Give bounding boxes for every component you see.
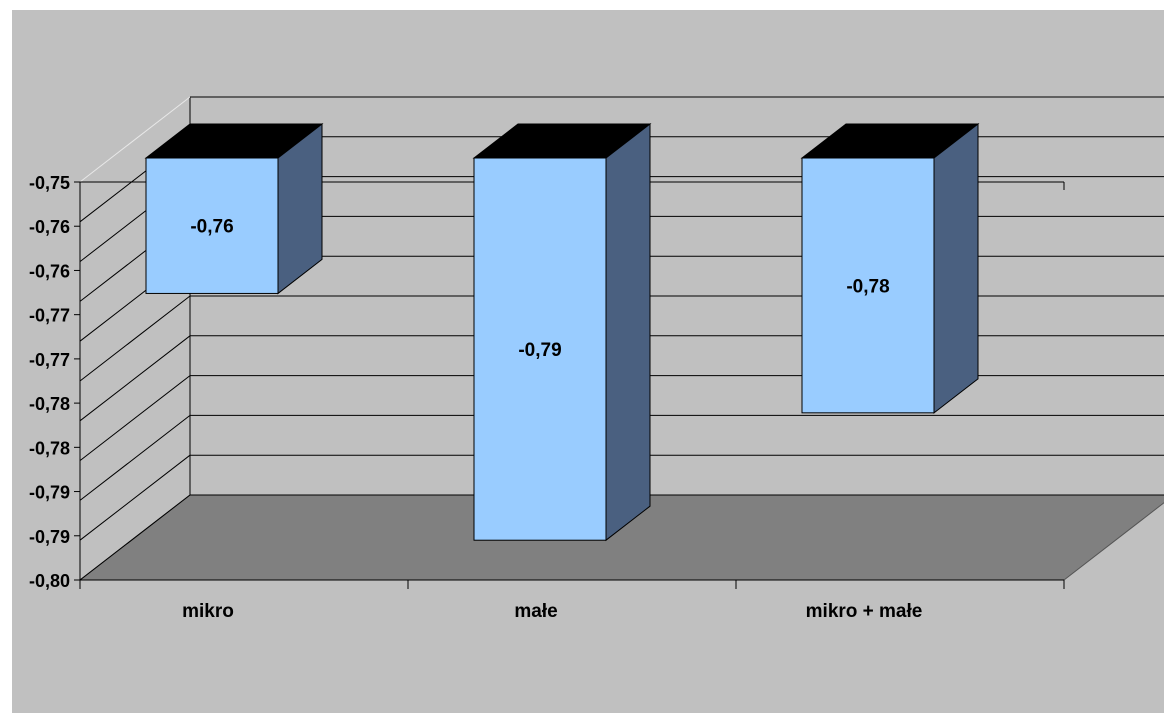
side-wall-gridline [79, 96, 191, 183]
y-tick-label: -0,78 [29, 438, 70, 458]
bar [473, 157, 607, 541]
side-wall-gridline [79, 415, 191, 501]
x-tick-label: mikro + małe [806, 601, 923, 622]
x-tick-label: mikro [182, 601, 234, 622]
side-wall-gridline [79, 335, 191, 422]
y-tick-label: -0,76 [29, 217, 70, 237]
bar [145, 157, 279, 294]
side-wall-gridline [79, 494, 191, 581]
x-tick-label: małe [514, 601, 557, 622]
y-tick-label: -0,79 [29, 527, 70, 547]
side-wall-gridline [79, 295, 191, 382]
y-tick-label: -0,75 [29, 173, 70, 193]
data-label: -0,78 [846, 276, 889, 297]
side-wall-gridline [79, 454, 191, 541]
y-tick-label: -0,77 [29, 306, 70, 326]
chart-area: -0,75 -0,76 -0,76 -0,77 -0,77 -0,78 -0,78 -0,79… [12, 10, 1164, 713]
y-tick-label: -0,77 [29, 350, 70, 370]
y-tick-label: -0,80 [29, 571, 70, 591]
y-tick-label: -0,78 [29, 394, 70, 414]
bar-chart: -0,75 -0,76 -0,76 -0,77 -0,77 -0,78 -0,78 -0,79… [29, 96, 1164, 622]
bar-side-face [933, 122, 979, 414]
y-tick-label: -0,79 [29, 483, 70, 503]
y-tick-label: -0,76 [29, 261, 70, 281]
data-label: -0,76 [190, 217, 233, 238]
bar [801, 157, 935, 414]
bar-side-face [605, 122, 651, 542]
side-wall-gridline [79, 375, 191, 461]
data-label: -0,79 [518, 340, 561, 361]
